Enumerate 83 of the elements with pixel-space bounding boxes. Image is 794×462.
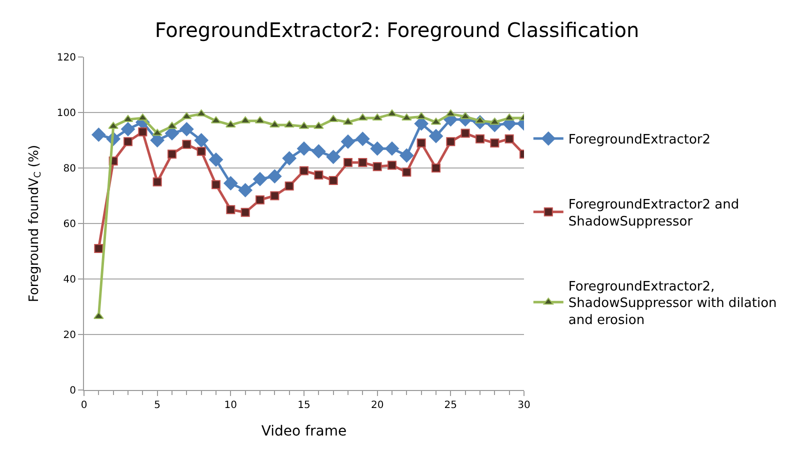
point xyxy=(358,158,368,167)
point xyxy=(282,151,296,166)
y-tick-label: 120 xyxy=(56,52,76,64)
point xyxy=(124,137,132,146)
point xyxy=(94,244,104,253)
point xyxy=(370,142,384,156)
point xyxy=(212,180,220,190)
point xyxy=(194,133,208,148)
point xyxy=(108,122,118,129)
point xyxy=(476,134,484,144)
x-tick-label: 30 xyxy=(518,400,530,411)
point xyxy=(196,109,206,116)
point xyxy=(504,114,514,121)
point xyxy=(152,128,162,136)
point xyxy=(253,172,267,186)
point xyxy=(196,146,206,156)
point xyxy=(138,127,148,136)
point xyxy=(138,114,148,121)
x-tick-label: 5 xyxy=(154,400,161,411)
point xyxy=(284,182,294,191)
y-tick-label: 60 xyxy=(63,219,76,230)
y-tick-label: 80 xyxy=(63,164,76,174)
x-tick-label: 10 xyxy=(224,400,238,411)
point xyxy=(402,114,412,121)
point xyxy=(92,128,106,142)
point xyxy=(168,150,176,159)
y-tick-label: 100 xyxy=(56,108,76,119)
point xyxy=(224,176,238,190)
point xyxy=(372,114,382,121)
point xyxy=(388,160,396,170)
point xyxy=(226,205,236,214)
point xyxy=(432,164,440,172)
point xyxy=(180,122,194,136)
point xyxy=(356,132,370,146)
point xyxy=(121,122,135,136)
point xyxy=(358,114,368,121)
chart-title: ForegroundExtractor2: Foreground Classification xyxy=(154,18,640,42)
point xyxy=(238,183,252,198)
point xyxy=(270,191,280,200)
point xyxy=(429,129,443,144)
point xyxy=(270,120,280,128)
point xyxy=(314,170,324,180)
point xyxy=(209,152,223,167)
point xyxy=(297,142,311,156)
point xyxy=(268,169,282,184)
y-tick-label: 0 xyxy=(70,386,76,396)
point xyxy=(490,138,500,148)
point xyxy=(460,128,470,138)
x-tick-label: 15 xyxy=(298,400,310,411)
x-axis-title: Video frame xyxy=(261,423,347,440)
point xyxy=(152,177,162,186)
point xyxy=(312,144,326,158)
x-tick-label: 25 xyxy=(444,400,458,411)
point xyxy=(446,109,456,116)
point xyxy=(284,120,294,128)
point xyxy=(328,114,338,122)
point xyxy=(341,134,355,149)
point xyxy=(182,140,192,149)
point xyxy=(182,112,192,120)
point xyxy=(256,195,264,204)
point xyxy=(344,158,352,167)
point xyxy=(402,168,412,177)
x-tick-label: 20 xyxy=(370,400,384,411)
point xyxy=(446,137,456,146)
y-tick-label: 20 xyxy=(63,330,76,341)
legend-label: ForegroundExtractor2 and ShadowSuppressor xyxy=(568,198,740,230)
point xyxy=(416,138,426,148)
point xyxy=(240,116,250,124)
point xyxy=(400,148,414,163)
point xyxy=(385,142,399,156)
x-tick-label: 0 xyxy=(80,400,88,411)
point xyxy=(300,166,308,176)
y-tick-label: 40 xyxy=(63,274,76,286)
point xyxy=(226,120,236,128)
legend-label: ForegroundExtractor2 xyxy=(568,132,711,148)
legend-label: ForegroundExtractor2, ShadowSuppressor with dilation and erosion xyxy=(568,279,777,328)
point xyxy=(328,176,338,185)
point xyxy=(240,208,250,217)
point xyxy=(326,150,340,164)
point xyxy=(372,162,382,172)
point xyxy=(416,112,426,120)
point xyxy=(314,122,324,129)
point xyxy=(504,134,514,144)
